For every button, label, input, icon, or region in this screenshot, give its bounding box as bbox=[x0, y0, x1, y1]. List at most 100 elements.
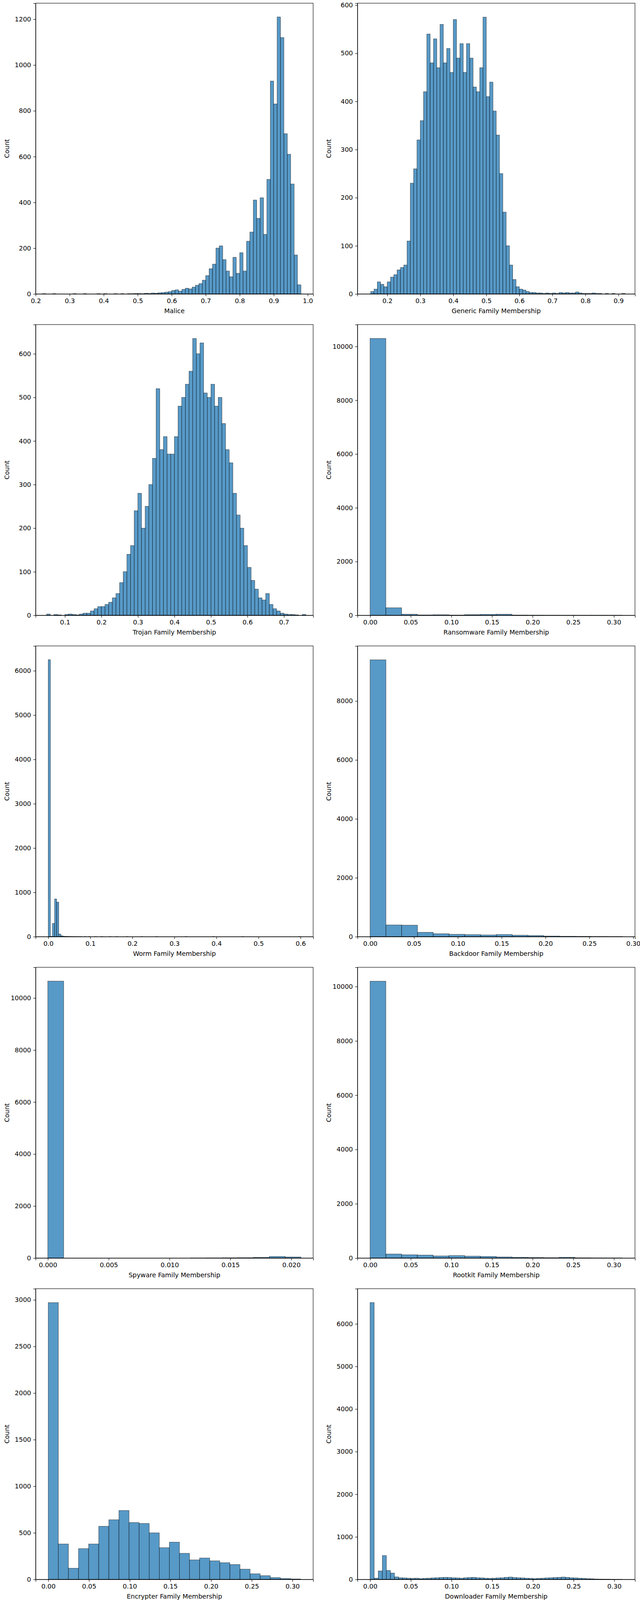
tick-label: 0.6 bbox=[242, 618, 253, 626]
tick-mark bbox=[355, 1258, 358, 1259]
tick: 0.00 bbox=[41, 1579, 56, 1590]
tick-mark bbox=[355, 561, 358, 562]
histogram-bar bbox=[393, 274, 397, 294]
histogram-bar bbox=[212, 264, 216, 294]
histogram-bar bbox=[243, 271, 247, 294]
histogram-bar bbox=[373, 288, 378, 294]
tick: 4000 bbox=[336, 1145, 358, 1153]
tick: 6000 bbox=[336, 756, 358, 764]
histogram-bar bbox=[175, 289, 179, 294]
tick: 0.6 bbox=[514, 293, 525, 305]
tick: 4000 bbox=[14, 755, 36, 763]
tick-label: 200 bbox=[18, 244, 32, 252]
histogram-bar bbox=[108, 602, 113, 616]
tick: 0.05 bbox=[403, 1258, 418, 1269]
tick: 0.2 bbox=[96, 615, 107, 626]
tick: 0.25 bbox=[566, 615, 581, 626]
tick: 0.15 bbox=[163, 1579, 178, 1590]
tick-label: 0.8 bbox=[234, 297, 246, 305]
histogram-bar bbox=[496, 135, 500, 294]
tick-mark bbox=[532, 1258, 534, 1261]
histogram-bar bbox=[266, 179, 271, 294]
tick-label: 0.00 bbox=[362, 1261, 378, 1269]
tick-mark bbox=[230, 1258, 231, 1261]
tick-label: 1200 bbox=[14, 15, 32, 23]
histogram-bar bbox=[218, 397, 222, 616]
x-axis: 0.20.30.40.50.60.70.80.91.0 bbox=[30, 293, 314, 305]
tick: 0.8 bbox=[580, 293, 591, 305]
tick-label: 6000 bbox=[336, 1320, 353, 1328]
tick: 6000 bbox=[14, 1098, 36, 1106]
tick-label: 600 bbox=[18, 350, 32, 358]
histogram-bar bbox=[56, 901, 59, 937]
tick-mark bbox=[492, 1579, 493, 1582]
tick-label: 0 bbox=[348, 290, 353, 298]
histogram-bar bbox=[239, 252, 243, 294]
tick-label: 1000 bbox=[336, 1533, 353, 1541]
histogram-bar bbox=[463, 72, 467, 294]
x-axis: 0.0000.0050.0100.0150.020 bbox=[36, 1258, 314, 1269]
tick: 1000 bbox=[14, 888, 36, 896]
tick-mark bbox=[355, 1323, 358, 1325]
tick: 0.20 bbox=[538, 936, 553, 948]
histogram-bar bbox=[479, 67, 483, 294]
tick: 500 bbox=[340, 49, 358, 57]
tick: 1500 bbox=[14, 1435, 36, 1444]
tick: 0.6 bbox=[295, 936, 306, 948]
histogram-bar bbox=[459, 43, 464, 294]
histogram-bar bbox=[443, 63, 447, 294]
tick: 0.00 bbox=[363, 936, 378, 948]
tick: 0 bbox=[26, 1575, 36, 1584]
subplot: 0.000.050.100.150.200.250.30020004000600… bbox=[325, 645, 640, 958]
tick: 0.15 bbox=[494, 936, 509, 948]
tick-mark bbox=[48, 1258, 49, 1261]
histogram-bar bbox=[416, 139, 421, 294]
x-axis: 0.000.050.100.150.200.250.30 bbox=[36, 1579, 314, 1590]
tick-mark bbox=[210, 615, 212, 618]
tick-mark bbox=[33, 615, 36, 616]
histogram-bar bbox=[78, 1548, 89, 1580]
tick: 2000 bbox=[336, 1200, 358, 1208]
histogram-bar bbox=[448, 1255, 465, 1259]
tick: 0.25 bbox=[566, 1579, 582, 1590]
tick-mark bbox=[486, 293, 487, 297]
histogram-bar bbox=[253, 200, 257, 294]
tick-label: 4000 bbox=[14, 755, 32, 763]
tick-label: 6000 bbox=[14, 1098, 32, 1106]
histogram-bar bbox=[170, 453, 175, 616]
tick-label: 0.005 bbox=[99, 1261, 118, 1269]
tick-mark bbox=[618, 293, 619, 297]
tick: 0.7 bbox=[200, 293, 211, 305]
tick: 300 bbox=[18, 480, 36, 489]
tick-label: 0.4 bbox=[448, 297, 459, 305]
histogram-bar bbox=[116, 593, 120, 616]
tick-mark bbox=[519, 293, 520, 297]
histogram-bar bbox=[386, 1570, 391, 1580]
histogram-bar bbox=[105, 604, 109, 616]
histogram-bar bbox=[280, 37, 284, 294]
tick-label: 0.1 bbox=[59, 618, 70, 626]
histogram-bar bbox=[269, 1256, 286, 1259]
subplot: 0.0000.0050.0100.0150.020020004000600080… bbox=[3, 967, 314, 1279]
histogram-bar bbox=[433, 933, 450, 937]
tick: 0.5 bbox=[133, 293, 144, 305]
histogram-bar bbox=[448, 934, 465, 937]
tick: 400 bbox=[18, 198, 36, 207]
tick-label: 3000 bbox=[336, 1447, 353, 1456]
tick-mark bbox=[355, 346, 358, 347]
y-axis: 0100020003000400050006000 bbox=[14, 646, 36, 941]
tick: 0 bbox=[26, 1254, 36, 1262]
histogram-bar bbox=[390, 277, 394, 294]
histogram-bar bbox=[160, 449, 164, 616]
bars bbox=[48, 1302, 301, 1580]
tick-label: 0.15 bbox=[163, 1582, 178, 1590]
tick-label: 100 bbox=[340, 242, 353, 250]
tick-label: 500 bbox=[18, 393, 32, 401]
tick-mark bbox=[533, 1579, 534, 1582]
tick-label: 5000 bbox=[336, 1362, 353, 1371]
tick-label: 0.30 bbox=[285, 1582, 300, 1590]
tick-label: 2500 bbox=[14, 1342, 32, 1350]
histogram-bar bbox=[199, 342, 204, 616]
tick-label: 0.5 bbox=[206, 618, 217, 626]
tick-label: 6000 bbox=[336, 450, 353, 458]
